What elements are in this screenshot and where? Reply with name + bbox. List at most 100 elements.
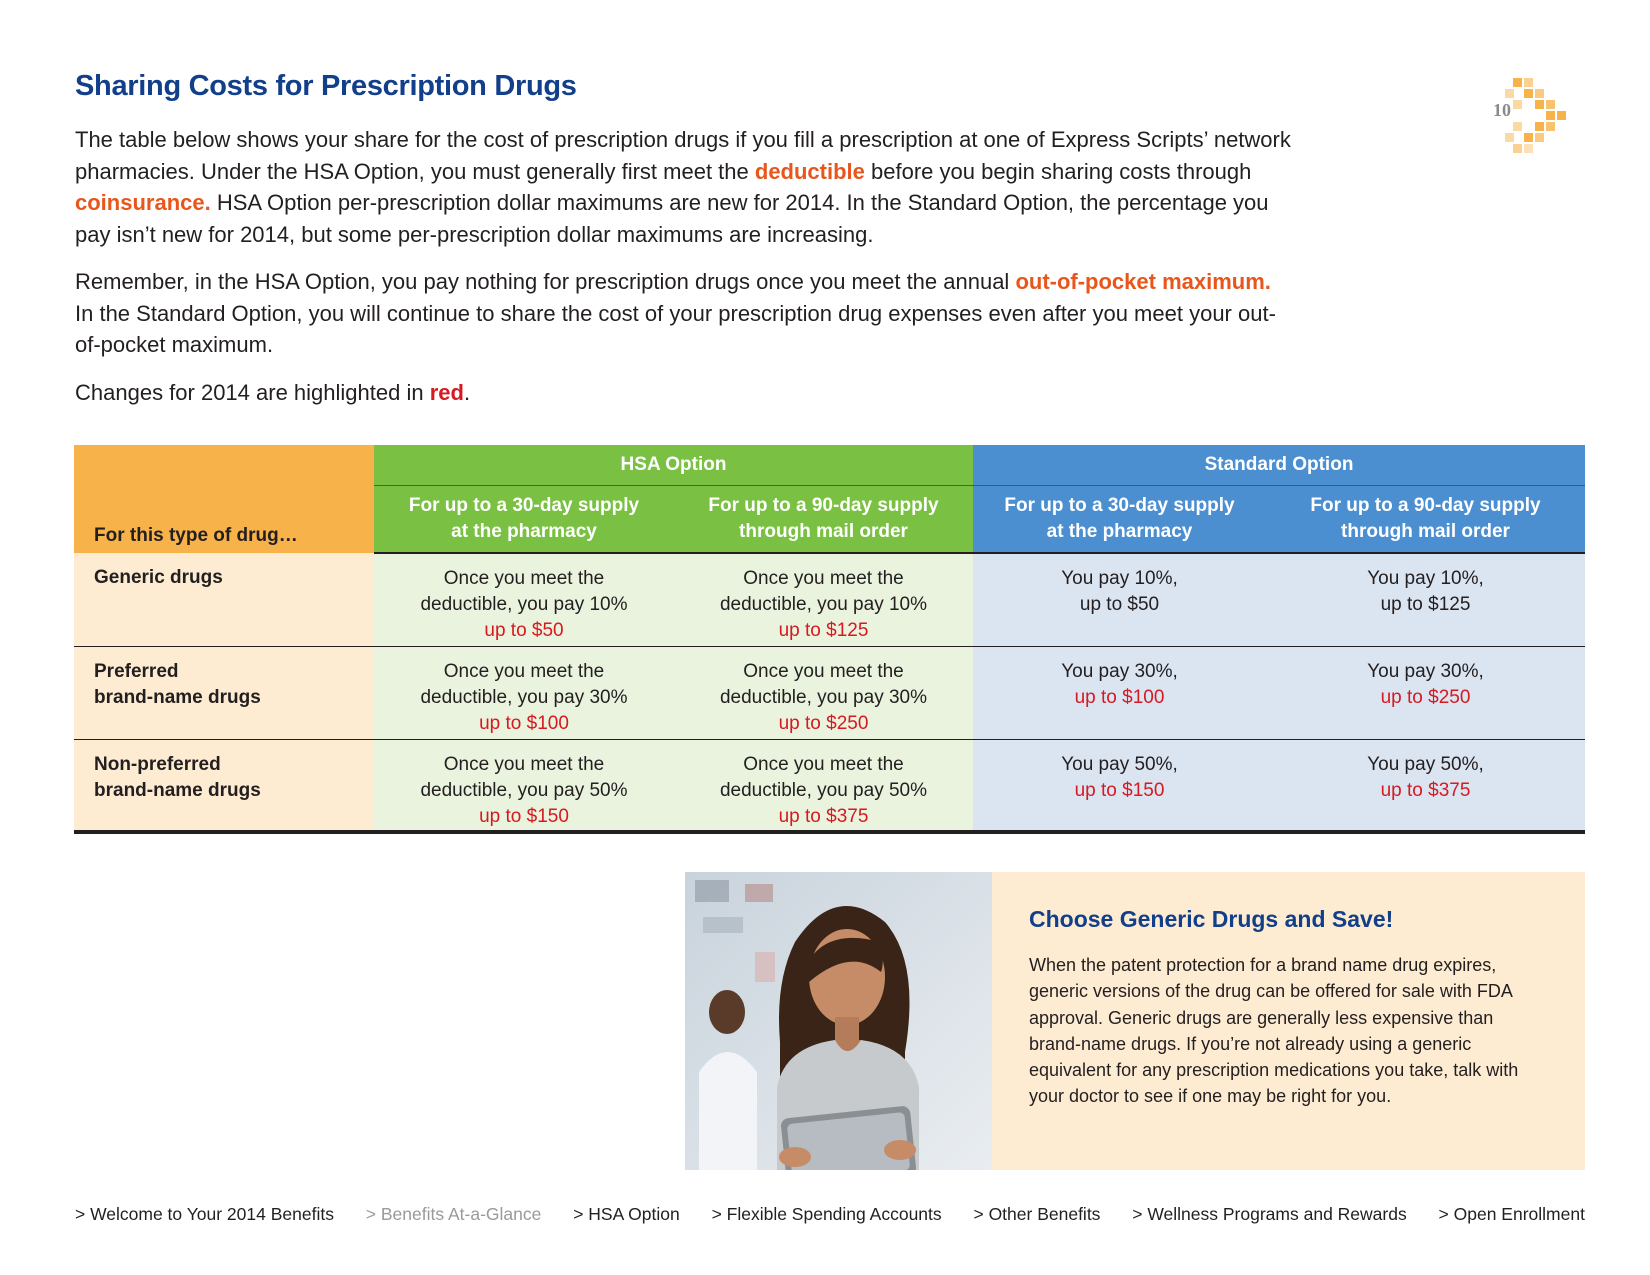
promo-body: When the patent protection for a brand n… — [1029, 955, 1519, 1107]
coinsurance-term-link[interactable]: coinsurance. — [75, 190, 211, 215]
drug-type-header: For this type of drug… — [74, 445, 374, 553]
hsa-30-cell: Once you meet the deductible, you pay 10%… — [374, 553, 674, 647]
intro-text-segment: In the Standard Option, you will continu… — [75, 300, 1276, 358]
cell-line: deductible, you pay 10% — [719, 594, 928, 615]
cell-line: up to $125 — [1380, 594, 1471, 615]
header-line: through mail order — [739, 521, 908, 542]
table-row-generic: Generic drugs Once you meet the deductibl… — [74, 553, 1586, 647]
nav-link-wellness[interactable]: > Wellness Programs and Rewards — [1132, 1204, 1407, 1224]
intro-text-segment: The table below shows your share for the… — [75, 127, 1291, 184]
header-line: at the pharmacy — [451, 521, 597, 542]
generic-drugs-promo: Choose Generic Drugs and Save! When the … — [685, 872, 1585, 1170]
standard-90-cell: You pay 50%, up to $375 — [1266, 739, 1586, 834]
drug-type-line: Non-preferred — [94, 753, 221, 775]
hsa-90-cell: Once you meet the deductible, you pay 10%… — [674, 553, 973, 647]
cell-line: Once you meet the — [443, 568, 605, 589]
nav-link-open-enrollment[interactable]: > Open Enrollment — [1438, 1204, 1585, 1224]
changed-max-value: up to $150 — [479, 805, 569, 827]
nav-link-welcome[interactable]: > Welcome to Your 2014 Benefits — [75, 1204, 334, 1224]
intro-paragraph-3: Changes for 2014 are highlighted in red. — [75, 377, 1295, 409]
standard-30-cell: You pay 50%, up to $150 — [973, 739, 1266, 834]
chevron-arrows-icon — [1505, 78, 1566, 153]
standard-30-cell: You pay 30%, up to $100 — [973, 646, 1266, 740]
cell-line: You pay 30%, — [1061, 660, 1178, 682]
hsa-30-day-header: For up to a 30-day supply at the pharmacy — [374, 485, 674, 554]
nav-link-other-benefits[interactable]: > Other Benefits — [973, 1204, 1101, 1224]
cell-line: deductible, you pay 50% — [719, 779, 928, 801]
cell-line: You pay 10%, — [1061, 568, 1178, 589]
deductible-term-link[interactable]: deductible — [754, 158, 865, 184]
header-line: through mail order — [1341, 521, 1510, 542]
cell-line: up to $50 — [1079, 594, 1160, 615]
cell-line: You pay 50%, — [1061, 753, 1178, 775]
table-row-preferred: Preferred brand-name drugs Once you meet … — [74, 646, 1586, 740]
promo-text-box: Choose Generic Drugs and Save! When the … — [992, 872, 1585, 1170]
intro-text-segment: Changes for 2014 are highlighted in — [75, 379, 430, 405]
drug-type-cell: Generic drugs — [74, 553, 374, 647]
hsa-option-header: HSA Option — [374, 445, 973, 486]
promo-title: Choose Generic Drugs and Save! — [1029, 906, 1394, 932]
header-line: For up to a 90-day supply — [1310, 495, 1541, 516]
cell-line: Once you meet the — [743, 568, 904, 589]
changed-max-value: up to $50 — [484, 620, 564, 641]
cell-line: You pay 50%, — [1367, 753, 1484, 775]
changed-max-value: up to $150 — [1074, 779, 1165, 801]
red-highlight-word: red — [429, 379, 464, 405]
hsa-90-cell: Once you meet the deductible, you pay 50%… — [674, 739, 973, 834]
cell-line: You pay 30%, — [1367, 660, 1484, 682]
page-title: Sharing Costs for Prescription Drugs — [75, 70, 577, 102]
changed-max-value: up to $375 — [1380, 779, 1471, 801]
changed-max-value: up to $250 — [778, 712, 869, 734]
intro-text-segment: before you begin sharing costs through — [864, 158, 1252, 184]
out-of-pocket-term-link[interactable]: out-of-pocket maximum. — [1015, 269, 1271, 294]
nav-link-flexible-spending[interactable]: > Flexible Spending Accounts — [711, 1204, 942, 1224]
hsa-30-cell: Once you meet the deductible, you pay 30%… — [374, 646, 674, 740]
header-line: For up to a 90-day supply — [708, 495, 939, 516]
prescription-cost-table: For this type of drug… HSA Option Standa… — [74, 445, 1586, 834]
hsa-90-day-header: For up to a 90-day supply through mail or… — [674, 485, 973, 554]
cell-line: deductible, you pay 50% — [420, 779, 628, 801]
changed-max-value: up to $100 — [1074, 686, 1165, 708]
changed-max-value: up to $250 — [1380, 686, 1471, 708]
standard-90-cell: You pay 10%, up to $125 — [1266, 553, 1586, 647]
intro-text: The table below shows your share for the… — [75, 124, 1295, 424]
footer-navigation: > Welcome to Your 2014 Benefits > Benefi… — [75, 1204, 1585, 1225]
drug-type-cell: Preferred brand-name drugs — [74, 646, 374, 740]
intro-text-segment: HSA Option per-prescription dollar maxim… — [75, 190, 1269, 247]
drug-type-line: Preferred — [94, 660, 179, 682]
cell-line: Once you meet the — [743, 660, 904, 682]
standard-option-header: Standard Option — [973, 445, 1586, 486]
cell-line: Once you meet the — [443, 753, 605, 775]
hsa-90-cell: Once you meet the deductible, you pay 30%… — [674, 646, 973, 740]
changed-max-value: up to $125 — [778, 620, 869, 641]
drug-type-cell: Non-preferred brand-name drugs — [74, 739, 374, 834]
table-row-non-preferred: Non-preferred brand-name drugs Once you m… — [74, 739, 1586, 834]
drug-type-line: brand-name drugs — [94, 779, 261, 801]
cell-line: deductible, you pay 30% — [420, 686, 628, 708]
standard-90-cell: You pay 30%, up to $250 — [1266, 646, 1586, 740]
nav-link-hsa-option[interactable]: > HSA Option — [573, 1204, 680, 1224]
changed-max-value: up to $100 — [479, 712, 569, 734]
woman-with-tablet-photo — [685, 872, 992, 1170]
drug-type-line: brand-name drugs — [94, 686, 261, 708]
intro-paragraph-1: The table below shows your share for the… — [75, 124, 1295, 250]
cell-line: Once you meet the — [743, 753, 904, 775]
header-line: For up to a 30-day supply — [408, 495, 640, 516]
standard-90-day-header: For up to a 90-day supply through mail or… — [1266, 485, 1586, 554]
intro-paragraph-2: Remember, in the HSA Option, you pay not… — [75, 266, 1295, 361]
cell-line: deductible, you pay 10% — [420, 594, 628, 615]
intro-text-segment: Remember, in the HSA Option, you pay not… — [75, 269, 1016, 294]
cell-line: Once you meet the — [443, 660, 605, 682]
cell-line: You pay 10%, — [1367, 568, 1484, 589]
standard-30-cell: You pay 10%, up to $50 — [973, 553, 1266, 647]
cell-line: deductible, you pay 30% — [719, 686, 928, 708]
hsa-30-cell: Once you meet the deductible, you pay 50%… — [374, 739, 674, 834]
page-number: 10 — [1493, 100, 1511, 120]
standard-30-day-header: For up to a 30-day supply at the pharmacy — [973, 485, 1266, 554]
nav-link-benefits-at-a-glance[interactable]: > Benefits At-a-Glance — [365, 1204, 542, 1224]
header-line: For up to a 30-day supply — [1004, 495, 1235, 516]
drug-type-line: Generic drugs — [94, 567, 223, 588]
changed-max-value: up to $375 — [778, 805, 869, 827]
header-line: at the pharmacy — [1046, 521, 1193, 542]
intro-text-segment: . — [463, 379, 471, 405]
